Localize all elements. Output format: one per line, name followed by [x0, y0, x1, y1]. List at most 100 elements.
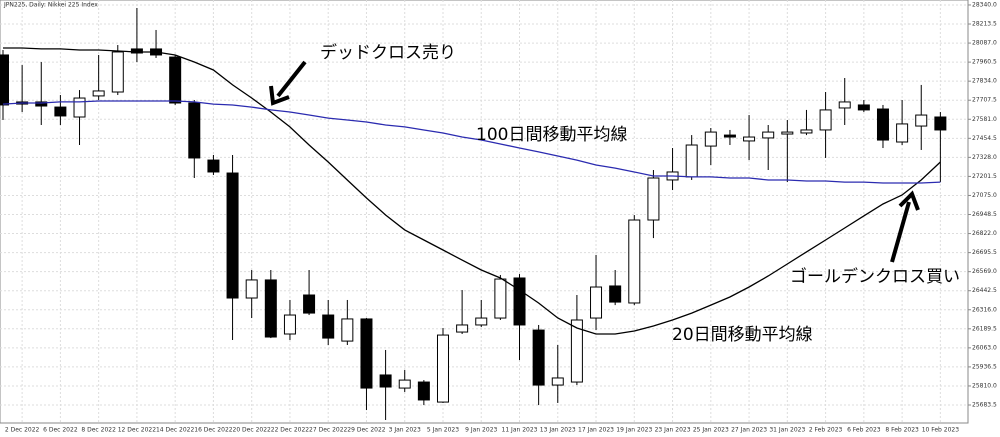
candle-body [647, 177, 660, 221]
y-tick-label: 27960.5 [972, 59, 997, 66]
candle-body [609, 285, 622, 303]
x-tick-label: 17 Jan 2023 [578, 427, 614, 434]
x-tick-label: 19 Jan 2023 [616, 427, 652, 434]
candle-body [475, 317, 488, 326]
candle-body [532, 329, 545, 386]
y-tick-label: 27834.0 [972, 78, 997, 85]
x-tick-label: 2 Dec 2022 [5, 427, 40, 434]
candle-body [303, 294, 316, 314]
x-tick-label: 23 Jan 2023 [655, 427, 691, 434]
annotation: デッドクロス売り [320, 42, 456, 63]
candle-body [456, 324, 469, 333]
y-tick-label: 25936.5 [972, 363, 997, 370]
candle-body [264, 279, 277, 338]
moving-average-line [2, 100, 941, 184]
candle-body [417, 381, 430, 401]
candle-body [188, 102, 201, 159]
arrow [269, 60, 307, 106]
candle-body [207, 159, 220, 173]
candle-body [819, 109, 832, 131]
plot-frame [0, 0, 969, 424]
candle-body [494, 278, 507, 319]
y-tick-label: 27201.5 [972, 173, 997, 180]
x-tick-label: 22 Dec 2022 [271, 427, 310, 434]
candle-body [743, 136, 756, 142]
candle-body [226, 172, 239, 299]
x-tick-label: 29 Dec 2022 [347, 427, 386, 434]
x-tick-label: 3 Jan 2023 [389, 427, 421, 434]
x-tick-label: 2 Feb 2023 [809, 427, 843, 434]
x-tick-label: 5 Jan 2023 [427, 427, 459, 434]
candle-body [685, 144, 698, 178]
annotation: 20日間移動平均線 [672, 325, 813, 345]
candle-body [551, 377, 564, 386]
candle-body [723, 134, 736, 138]
y-tick-label: 27581.0 [972, 116, 997, 123]
y-tick-label: 25683.5 [972, 402, 997, 409]
candle-body [73, 97, 86, 118]
x-tick-label: 13 Jan 2023 [540, 427, 576, 434]
y-tick-label: 28087.0 [972, 40, 997, 47]
candle-body [379, 374, 392, 388]
x-tick-label: 20 Dec 2022 [233, 427, 272, 434]
candle-body [628, 219, 641, 304]
x-tick-label: 27 Jan 2023 [731, 427, 767, 434]
y-tick-label: 26822.0 [972, 230, 997, 237]
candle-body [857, 104, 870, 111]
x-tick-label: 9 Jan 2023 [465, 427, 497, 434]
x-tick-label: 8 Feb 2023 [885, 427, 919, 434]
y-tick-label: 26316.0 [972, 306, 997, 313]
candle-body [915, 114, 928, 127]
candle-body [111, 51, 124, 93]
y-tick-label: 27707.5 [972, 97, 997, 104]
marks [0, 7, 947, 420]
y-tick-label: 26948.5 [972, 211, 997, 218]
candle-body [35, 101, 48, 107]
candle-body [169, 56, 182, 104]
candle-body [762, 131, 775, 139]
x-tick-label: 14 Dec 2022 [156, 427, 195, 434]
candle-body [436, 334, 449, 403]
candle-body [896, 123, 909, 143]
y-tick-label: 25810.0 [972, 382, 997, 389]
chart-title: JPN225, Daily: Nikkei 225 Index [3, 2, 98, 9]
annotation: ゴールデンクロス買い [790, 266, 960, 287]
x-tick-label: 6 Feb 2023 [847, 427, 881, 434]
x-tick-label: 11 Jan 2023 [502, 427, 538, 434]
candle-body [92, 90, 105, 97]
candle-body [283, 314, 296, 335]
y-tick-label: 28340.0 [972, 1, 997, 8]
candle-body [876, 108, 889, 141]
y-tick-label: 26569.0 [972, 268, 997, 275]
x-tick-label: 27 Dec 2022 [309, 427, 348, 434]
candle-body [838, 101, 851, 109]
moving-average-line [3, 47, 941, 335]
annotation: 100日間移動平均線 [476, 125, 627, 145]
candle-body [54, 106, 67, 117]
candle-body [513, 277, 526, 326]
candle-body [130, 48, 143, 54]
x-tick-label: 6 Dec 2022 [43, 427, 78, 434]
x-tick-label: 12 Dec 2022 [118, 427, 157, 434]
x-tick-label: 8 Dec 2022 [81, 427, 116, 434]
candle-body [704, 131, 717, 147]
candle-body [341, 318, 354, 342]
y-tick-label: 26063.0 [972, 344, 997, 351]
arrow [890, 190, 920, 263]
y-tick-label: 27454.5 [972, 135, 997, 142]
candle-body [570, 319, 583, 383]
candle-body [245, 279, 258, 299]
x-tick-label: 31 Jan 2023 [769, 427, 805, 434]
candle-body [781, 131, 794, 135]
candle-body [322, 314, 335, 339]
y-tick-label: 27328.0 [972, 154, 997, 161]
candle-body [934, 116, 947, 131]
candle-body [398, 379, 411, 389]
candle-body [800, 129, 813, 134]
y-tick-label: 26189.5 [972, 325, 997, 332]
y-tick-label: 27075.0 [972, 192, 997, 199]
candle-body [0, 54, 9, 106]
candle-body [590, 286, 603, 319]
y-tick-label: 26442.5 [972, 287, 997, 294]
